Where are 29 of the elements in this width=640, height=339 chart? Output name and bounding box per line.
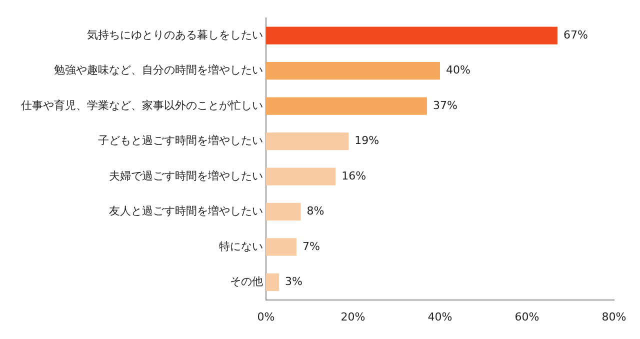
x-tick-label: 20% [340, 310, 366, 324]
x-tick-label: 0% [257, 310, 275, 324]
data-label: 8% [306, 204, 324, 218]
y-tick-label: 仕事や育児、学業など、家事以外のことが忙しい [21, 98, 263, 112]
data-label: 67% [563, 28, 588, 42]
x-tick-label: 40% [428, 310, 452, 324]
data-label: 37% [432, 98, 458, 112]
bar [266, 202, 301, 221]
data-label: 40% [446, 64, 470, 77]
x-tick-label: 80% [602, 310, 626, 324]
y-tick-label: 子どもと過ごす時間を増やしたい [98, 134, 263, 148]
data-label: 3% [285, 275, 303, 288]
bar [266, 168, 336, 186]
bar [266, 62, 440, 80]
y-tick-label: 気持ちにゆとりのある暮しをしたい [87, 28, 263, 42]
data-label: 7% [302, 240, 320, 253]
y-tick-label: 勉強や趣味など、自分の時間を増やしたい [54, 64, 263, 77]
bar [266, 97, 427, 115]
data-label: 19% [354, 134, 380, 148]
data-label: 16% [342, 169, 366, 182]
x-tick-label: 60% [514, 310, 540, 324]
bar [266, 238, 296, 256]
bar [266, 273, 280, 291]
y-tick-label: 特にない [219, 240, 263, 253]
y-tick-label: 友人と過ごす時間を増やしたい [109, 204, 263, 218]
y-tick-label: 夫婦で過ごす時間を増やしたい [109, 169, 263, 182]
bar [266, 132, 349, 150]
y-tick-label: その他 [230, 275, 263, 288]
bar [266, 26, 558, 44]
